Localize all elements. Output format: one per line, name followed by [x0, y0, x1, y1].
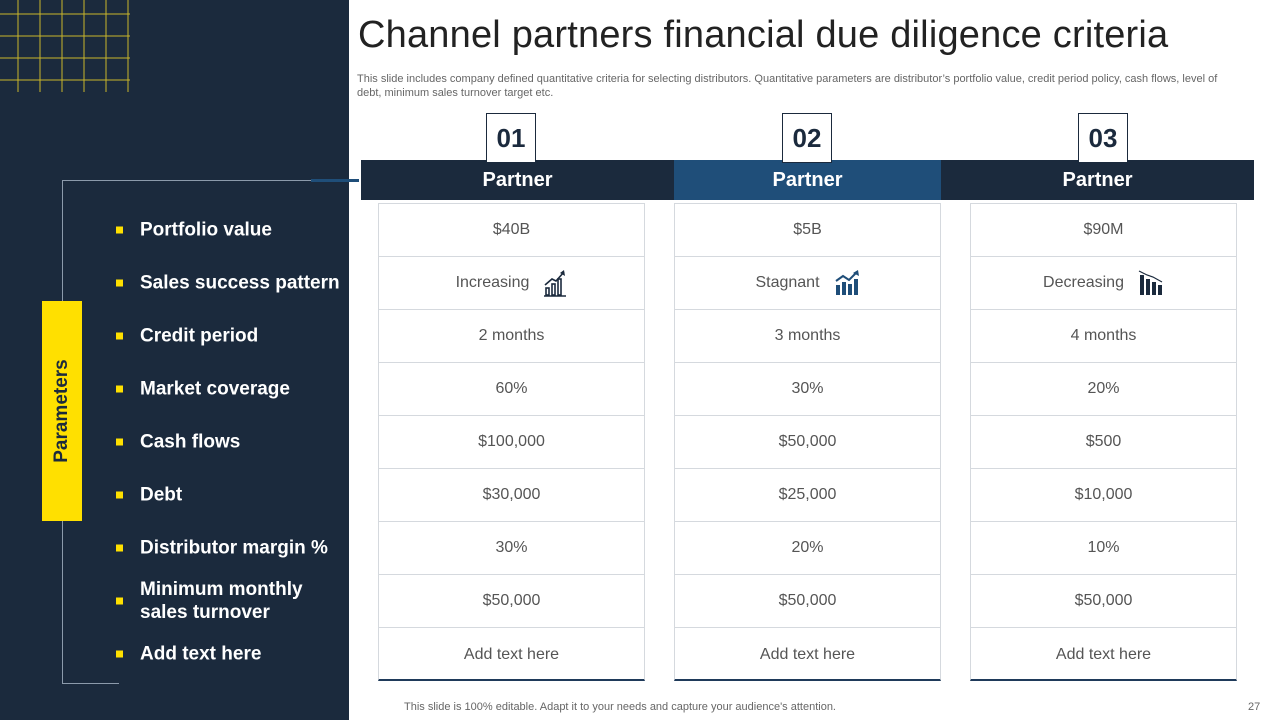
grid-decoration — [0, 0, 130, 92]
page-subtitle: This slide includes company defined quan… — [357, 73, 1218, 99]
bullet — [116, 279, 123, 287]
cell-text: 30% — [791, 380, 824, 397]
cell-text: Add text here — [463, 645, 560, 663]
value-cell: 30% — [379, 522, 644, 575]
partner-column-1: $40B Increasing 2 months 60% $100,000 $3… — [378, 203, 645, 681]
bullet — [116, 544, 123, 552]
cell-text: 30% — [495, 539, 528, 556]
cell-text: $40B — [492, 221, 531, 238]
parameter-cash-flows: Cash flows — [140, 431, 241, 453]
cell-text: Decreasing — [1043, 274, 1124, 291]
cell-text: Add text here — [759, 645, 856, 663]
bullet — [116, 650, 123, 658]
parameter-debt: Debt — [140, 484, 183, 506]
value-cell: $90M — [971, 204, 1236, 257]
bullet — [116, 332, 123, 340]
partner-header-2: Partner — [674, 160, 941, 200]
parameter-add-text: Add text here — [140, 643, 262, 665]
partner-number-3: 03 — [1078, 113, 1128, 163]
bullet — [116, 226, 123, 234]
value-cell: 10% — [971, 522, 1236, 575]
value-cell: 20% — [675, 522, 940, 575]
parameter-market-coverage: Market coverage — [140, 378, 290, 400]
value-cell: 30% — [675, 363, 940, 416]
value-cell: $25,000 — [675, 469, 940, 522]
cell-text: 20% — [791, 539, 824, 556]
partner-column-3: $90M Decreasing 4 months 20% $500 $10,00… — [970, 203, 1237, 681]
cell-text: Add text here — [1055, 645, 1152, 663]
value-cell: $50,000 — [971, 575, 1236, 628]
value-cell: $500 — [971, 416, 1236, 469]
parameters-label: Parameters — [51, 359, 72, 463]
parameter-portfolio-value: Portfolio value — [140, 219, 272, 241]
partner-header-3: Partner — [941, 160, 1254, 200]
value-cell: Add text here — [379, 628, 644, 681]
bullet — [116, 597, 123, 605]
value-cell: $30,000 — [379, 469, 644, 522]
value-cell: 4 months — [971, 310, 1236, 363]
value-cell: $50,000 — [379, 575, 644, 628]
partner-number-1: 01 — [486, 113, 536, 163]
cell-text: $50,000 — [778, 592, 837, 609]
partner-header-1: Partner — [361, 160, 674, 200]
parameters-tab — [42, 301, 82, 521]
bullet — [116, 491, 123, 499]
value-cell: Add text here — [971, 628, 1236, 681]
value-cell: $5B — [675, 204, 940, 257]
cell-text: $30,000 — [482, 486, 541, 503]
cell-text: $50,000 — [778, 433, 837, 450]
cell-text: Increasing — [455, 274, 530, 291]
footer-note: This slide is 100% editable. Adapt it to… — [404, 701, 836, 713]
value-cell: $10,000 — [971, 469, 1236, 522]
value-cell: Increasing — [379, 257, 644, 310]
page-title: Channel partners financial due diligence… — [358, 14, 1169, 56]
parameter-distributor-margin: Distributor margin % — [140, 537, 328, 559]
value-cell: 3 months — [675, 310, 940, 363]
cell-text: 3 months — [774, 327, 841, 344]
parameter-sales-success-pattern: Sales success pattern — [140, 272, 340, 294]
cell-text: $50,000 — [1074, 592, 1133, 609]
value-cell: $50,000 — [675, 416, 940, 469]
cell-text: 60% — [495, 380, 528, 397]
cell-text: $500 — [1085, 433, 1122, 450]
cell-text: $90M — [1083, 221, 1124, 238]
partner-number-2: 02 — [782, 113, 832, 163]
cell-text: Stagnant — [755, 274, 820, 291]
cell-text: 10% — [1087, 539, 1120, 556]
parameter-minimum-monthly-sales-turnover: Minimum monthly sales turnover — [140, 579, 303, 623]
value-cell: $40B — [379, 204, 644, 257]
value-cell: 20% — [971, 363, 1236, 416]
cell-text: 2 months — [478, 327, 545, 344]
value-cell: $100,000 — [379, 416, 644, 469]
cell-text: 4 months — [1070, 327, 1137, 344]
value-cell: 2 months — [379, 310, 644, 363]
bar-chart-increasing-icon — [544, 270, 567, 297]
value-cell: Decreasing — [971, 257, 1236, 310]
cell-text: $50,000 — [482, 592, 541, 609]
cell-text: $10,000 — [1074, 486, 1133, 503]
cell-text: $5B — [793, 221, 822, 238]
value-cell: 60% — [379, 363, 644, 416]
value-cell: $50,000 — [675, 575, 940, 628]
parameter-credit-period: Credit period — [140, 325, 259, 347]
bullet — [116, 438, 123, 446]
page-number: 27 — [1248, 701, 1261, 713]
bracket-connector — [119, 180, 311, 181]
bullet — [116, 385, 123, 393]
bracket-connector-end — [311, 179, 359, 182]
value-cell: Add text here — [675, 628, 940, 681]
cell-text: $100,000 — [478, 433, 545, 450]
bar-chart-trend-icon — [834, 270, 859, 295]
cell-text: $25,000 — [778, 486, 837, 503]
bar-chart-decreasing-icon — [1138, 270, 1163, 295]
value-cell: Stagnant — [675, 257, 940, 310]
partner-column-2: $5B Stagnant 3 months 30% $50,000 $25,00… — [674, 203, 941, 681]
sidebar-panel: Parameters Portfolio value Sales success… — [0, 0, 349, 720]
cell-text: 20% — [1087, 380, 1120, 397]
